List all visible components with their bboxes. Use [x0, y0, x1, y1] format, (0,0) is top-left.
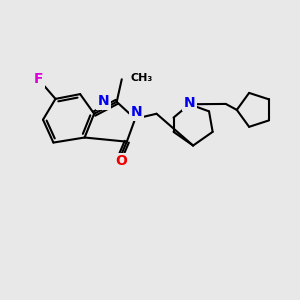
Text: N: N	[131, 105, 142, 119]
Text: F: F	[34, 72, 43, 86]
Text: N: N	[184, 96, 195, 110]
Text: N: N	[98, 94, 110, 108]
Text: CH₃: CH₃	[130, 73, 152, 83]
Text: O: O	[115, 154, 127, 168]
